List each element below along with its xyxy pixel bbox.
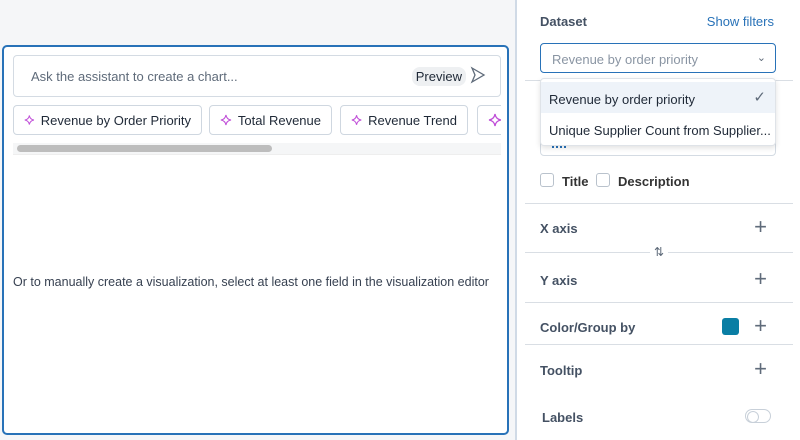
add-y-axis-icon[interactable]: + <box>754 266 767 291</box>
dataset-label: Dataset <box>540 14 587 29</box>
visualization-card: Ask the assistant to create a chart... P… <box>2 45 509 435</box>
sparkle-icon <box>220 114 232 126</box>
labels-toggle[interactable] <box>745 409 771 423</box>
add-x-axis-icon[interactable]: + <box>754 214 767 239</box>
manual-hint: Or to manually create a visualization, s… <box>13 275 489 289</box>
divider <box>525 203 793 204</box>
add-tooltip-icon[interactable]: + <box>754 356 767 381</box>
chip-label: Revenue by Order Priority <box>40 112 191 128</box>
dataset-select[interactable]: Revenue by order priority ⌄ <box>540 43 776 73</box>
chip-label: Total Revenue <box>237 112 321 128</box>
tooltip-label: Tooltip <box>540 363 583 378</box>
assistant-input[interactable]: Ask the assistant to create a chart... P… <box>13 55 501 97</box>
suggestion-chips: Revenue by Order Priority Total Revenue … <box>13 105 501 135</box>
dataset-option[interactable]: Revenue by order priority ✓ <box>541 82 775 113</box>
sparkle-icon <box>24 115 35 125</box>
color-swatch[interactable] <box>722 318 739 335</box>
chevron-down-icon: ⌄ <box>756 52 766 64</box>
description-checkbox-label: Description <box>618 174 690 189</box>
suggestion-chip[interactable]: Revenue by Order Priority <box>13 105 202 135</box>
add-color-group-icon[interactable]: + <box>754 313 767 338</box>
dataset-option[interactable]: Unique Supplier Count from Supplier... <box>541 113 775 144</box>
color-group-label: Color/Group by <box>540 320 636 335</box>
divider <box>525 344 793 345</box>
suggestion-chip[interactable]: Revenue Trend <box>340 105 468 135</box>
description-checkbox[interactable] <box>596 173 610 187</box>
sparkle-icon <box>351 115 362 125</box>
title-checkbox[interactable] <box>540 173 554 187</box>
suggestion-chip-partial[interactable] <box>477 105 501 135</box>
chips-scrollbar[interactable] <box>13 143 501 155</box>
suggestion-chip[interactable]: Total Revenue <box>209 105 332 135</box>
option-label: Unique Supplier Count from Supplier... <box>549 123 771 138</box>
canvas-area: Ask the assistant to create a chart... P… <box>2 45 509 435</box>
x-axis-label: X axis <box>540 221 578 236</box>
swap-axes-icon[interactable]: ⇅ <box>650 245 669 259</box>
labels-label: Labels <box>542 410 584 425</box>
divider <box>525 302 793 303</box>
preview-badge: Preview <box>411 67 466 86</box>
send-icon[interactable] <box>470 66 486 84</box>
chip-label: Revenue Trend <box>368 112 457 128</box>
dataset-value: Revenue by order priority <box>552 52 698 67</box>
y-axis-label: Y axis <box>540 273 578 288</box>
dataset-dropdown-menu: Revenue by order priority ✓ Unique Suppl… <box>540 78 776 146</box>
editor-panel: Dataset Show filters Revenue by order pr… <box>515 0 800 440</box>
check-icon: ✓ <box>753 89 766 106</box>
scrollbar-thumb[interactable] <box>17 145 272 152</box>
show-filters-link[interactable]: Show filters <box>706 14 774 29</box>
option-label: Revenue by order priority <box>549 92 695 107</box>
assistant-placeholder: Ask the assistant to create a chart... <box>31 69 238 84</box>
sparkle-icon <box>488 113 501 127</box>
title-checkbox-label: Title <box>562 174 589 189</box>
